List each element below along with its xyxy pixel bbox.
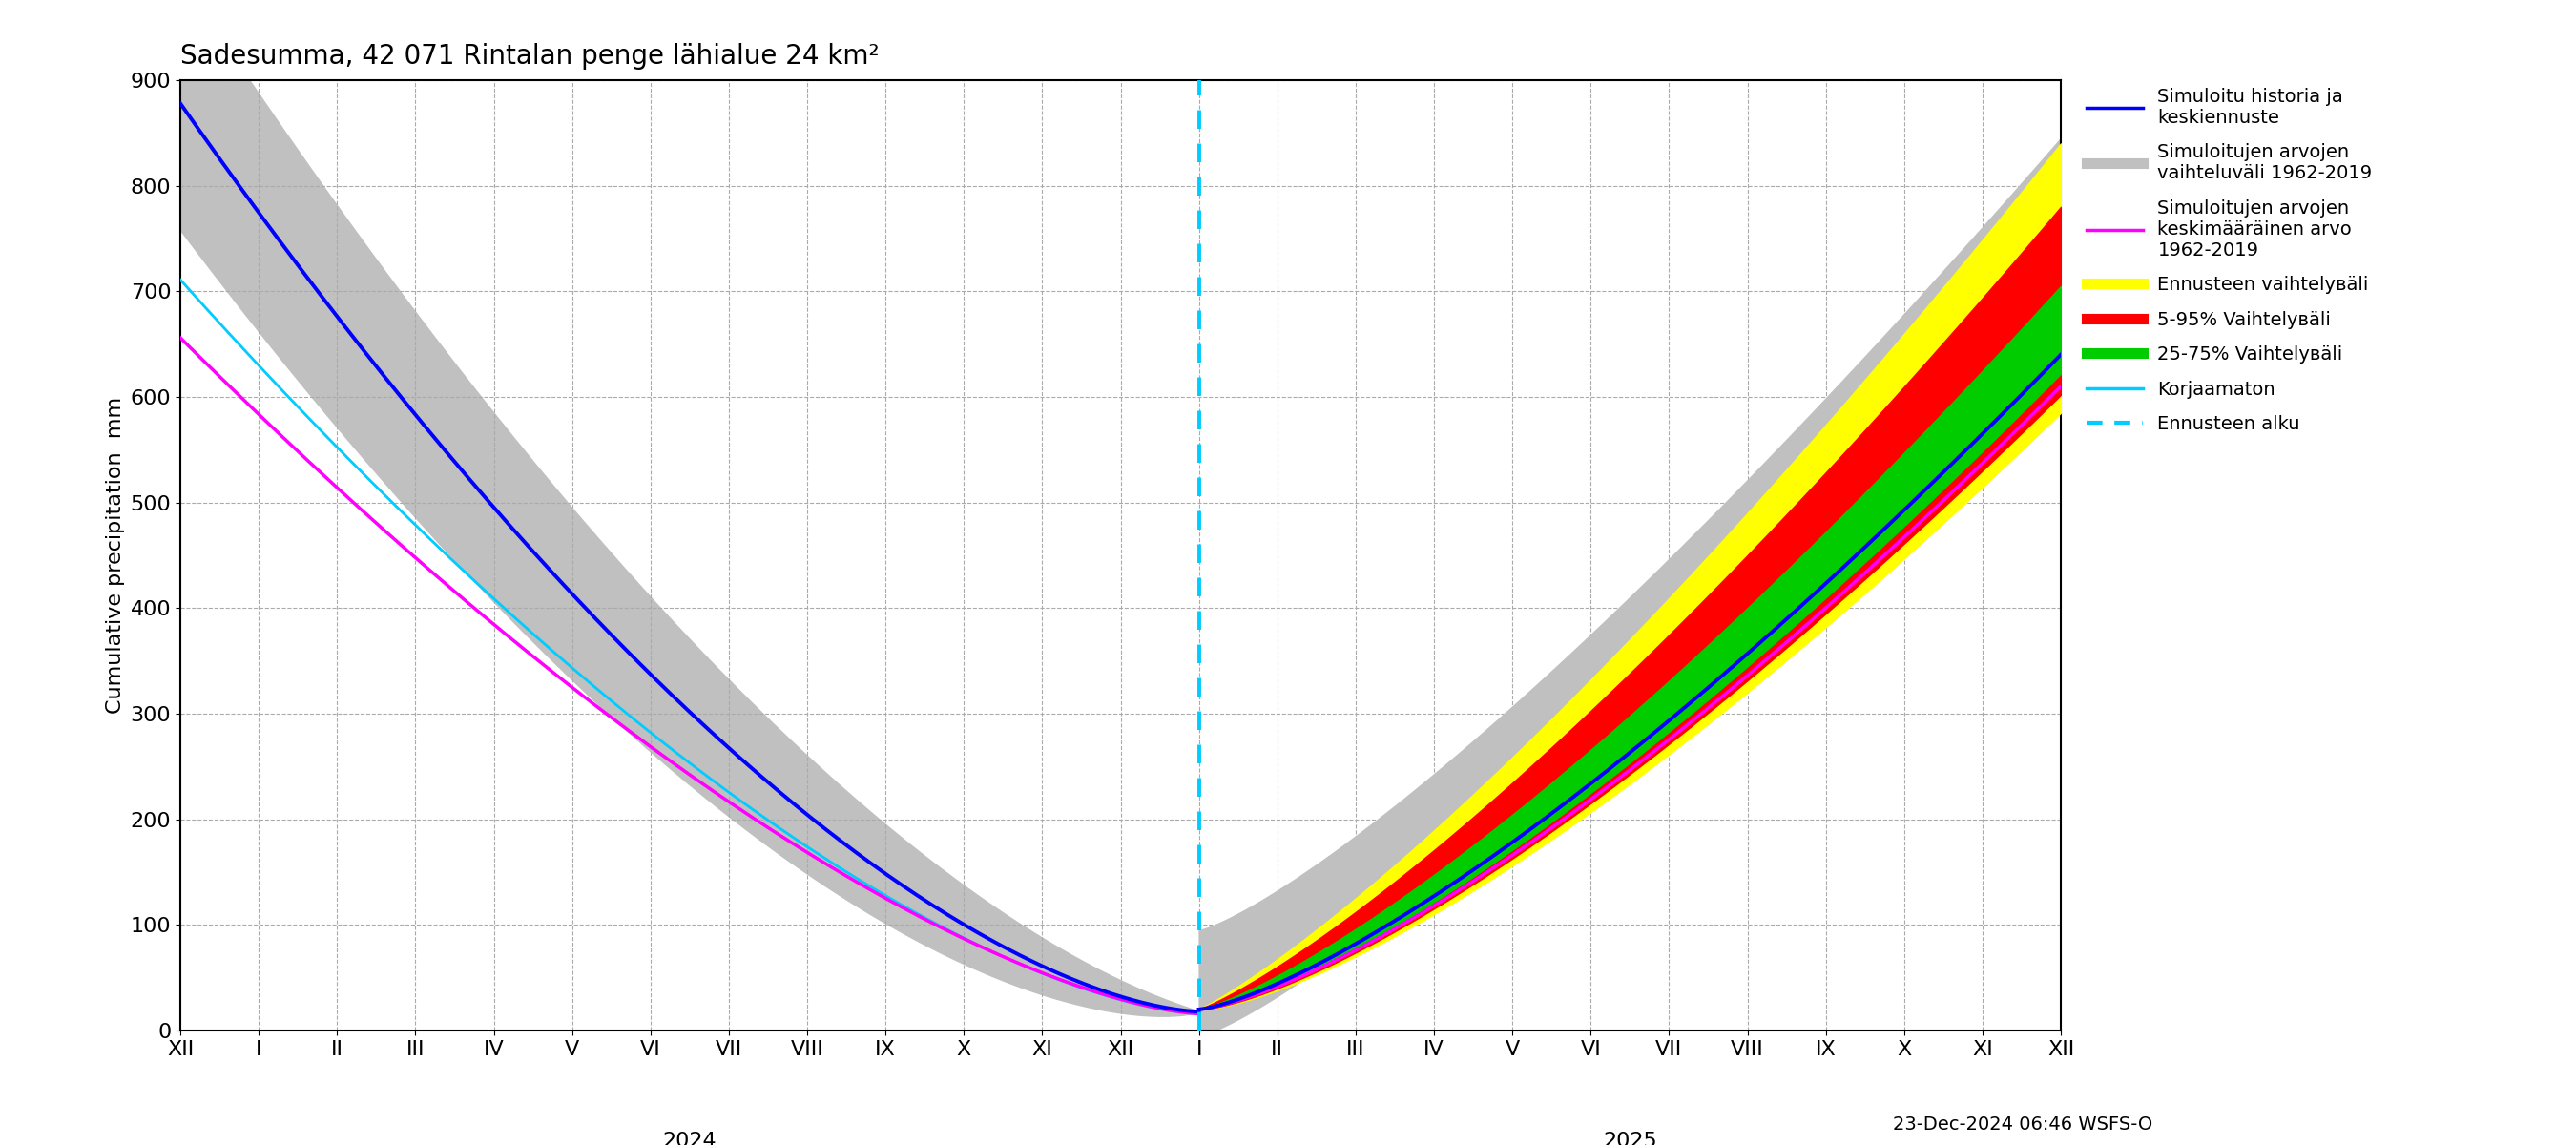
Y-axis label: Cumulative precipitation  mm: Cumulative precipitation mm: [106, 397, 126, 713]
Text: 2024: 2024: [662, 1131, 716, 1145]
Text: 23-Dec-2024 06:46 WSFS-O: 23-Dec-2024 06:46 WSFS-O: [1893, 1115, 2154, 1134]
Text: 2025: 2025: [1602, 1131, 1656, 1145]
Legend: Simuloitu historia ja
keskiennuste, Simuloitujen arvojen
vaihteluväli 1962-2019,: Simuloitu historia ja keskiennuste, Simu…: [2079, 80, 2380, 441]
Text: Sadesumma, 42 071 Rintalan penge lähialue 24 km²: Sadesumma, 42 071 Rintalan penge lähialu…: [180, 44, 878, 70]
